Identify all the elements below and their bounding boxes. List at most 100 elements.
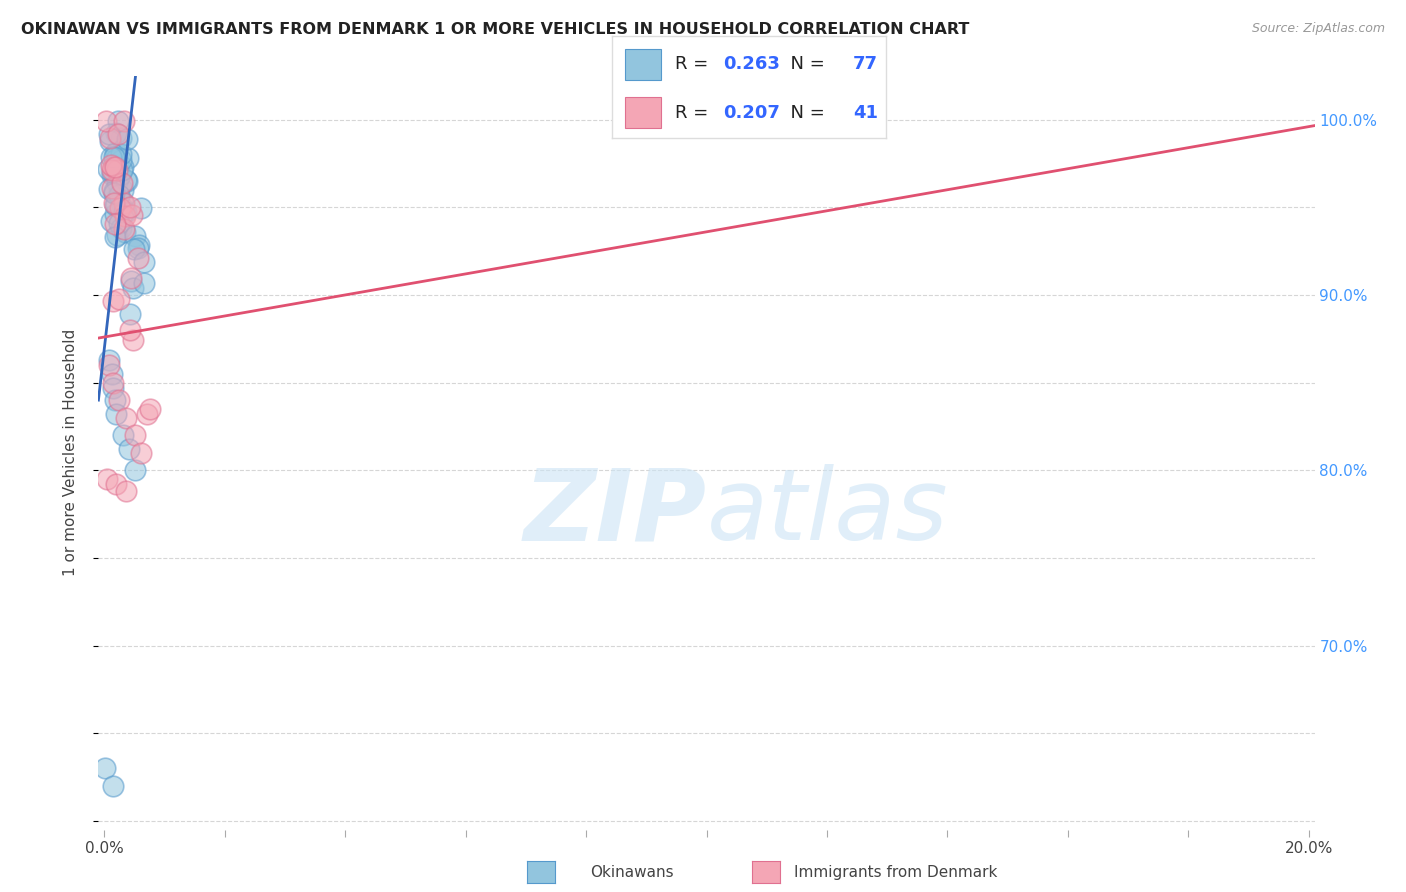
Point <box>93 761 115 775</box>
Point <box>104 230 127 244</box>
Point <box>105 477 128 491</box>
Point <box>105 152 128 166</box>
Point <box>129 445 152 459</box>
Point <box>111 183 134 197</box>
Point <box>103 381 125 395</box>
Point <box>105 163 128 178</box>
Text: Immigrants from Denmark: Immigrants from Denmark <box>794 865 998 880</box>
Point <box>101 160 124 174</box>
Point <box>120 201 142 215</box>
Point <box>96 472 118 486</box>
Point <box>107 160 129 174</box>
Point <box>103 185 125 199</box>
Point <box>112 114 135 128</box>
Point <box>105 197 128 211</box>
Point <box>114 204 136 219</box>
Point <box>112 196 135 211</box>
Point <box>104 207 127 221</box>
Text: 77: 77 <box>853 55 877 73</box>
Point <box>104 145 127 160</box>
Point <box>100 158 122 172</box>
Point <box>127 241 149 255</box>
Point <box>101 180 124 194</box>
Text: N =: N = <box>779 103 831 121</box>
Point <box>135 407 157 421</box>
Point <box>98 352 121 367</box>
Point <box>120 271 142 285</box>
Text: R =: R = <box>675 103 714 121</box>
Point <box>108 169 131 183</box>
Point <box>110 221 132 235</box>
Point <box>115 132 138 146</box>
Point <box>103 779 125 793</box>
Point <box>124 428 146 442</box>
Point <box>111 161 134 175</box>
Point <box>129 201 152 215</box>
Text: 0.207: 0.207 <box>723 103 779 121</box>
Point <box>114 410 136 425</box>
Point <box>110 146 132 161</box>
Point <box>120 274 142 288</box>
Point <box>105 126 128 140</box>
Point <box>114 210 136 224</box>
Text: 41: 41 <box>853 103 877 121</box>
Point <box>114 225 136 239</box>
Point <box>104 217 127 231</box>
Point <box>121 208 143 222</box>
Text: OKINAWAN VS IMMIGRANTS FROM DENMARK 1 OR MORE VEHICLES IN HOUSEHOLD CORRELATION : OKINAWAN VS IMMIGRANTS FROM DENMARK 1 OR… <box>21 22 970 37</box>
Text: atlas: atlas <box>707 465 948 561</box>
Point <box>115 172 138 186</box>
Point <box>111 195 134 210</box>
Point <box>124 242 146 256</box>
Point <box>98 130 121 145</box>
Point <box>104 160 127 174</box>
Point <box>101 163 124 178</box>
Point <box>104 145 127 159</box>
Point <box>110 131 132 145</box>
Point <box>105 227 128 242</box>
Point <box>105 175 128 189</box>
Point <box>111 200 134 214</box>
Point <box>110 163 132 178</box>
Point <box>122 281 145 295</box>
Point <box>120 323 142 337</box>
Point <box>105 407 128 421</box>
FancyBboxPatch shape <box>626 97 661 128</box>
Point <box>107 127 129 141</box>
Point <box>103 158 125 172</box>
Point <box>138 401 160 416</box>
Point <box>103 150 125 164</box>
Point <box>97 162 120 177</box>
Point <box>100 165 122 179</box>
Point <box>111 428 134 442</box>
Point <box>121 333 143 347</box>
Y-axis label: 1 or more Vehicles in Household: 1 or more Vehicles in Household <box>63 329 77 576</box>
Point <box>101 168 124 182</box>
Point <box>107 170 129 185</box>
Point <box>111 177 134 191</box>
Point <box>128 238 150 252</box>
Text: ZIP: ZIP <box>523 465 707 561</box>
Text: N =: N = <box>779 55 831 73</box>
Point <box>110 201 132 215</box>
Point <box>103 376 125 390</box>
Point <box>120 307 142 321</box>
Point <box>98 358 121 372</box>
Point <box>103 196 125 211</box>
Text: Source: ZipAtlas.com: Source: ZipAtlas.com <box>1251 22 1385 36</box>
Point <box>103 186 125 201</box>
Point <box>112 221 135 235</box>
Point <box>107 187 129 202</box>
Point <box>127 251 149 265</box>
Point <box>117 151 139 165</box>
Point <box>108 292 131 306</box>
Point <box>132 255 155 269</box>
Point <box>98 127 121 141</box>
Point <box>124 229 146 244</box>
Point <box>132 276 155 290</box>
Point <box>114 484 136 499</box>
Point <box>117 442 139 457</box>
Point <box>112 205 135 219</box>
Point <box>108 187 131 202</box>
Point <box>108 393 131 408</box>
